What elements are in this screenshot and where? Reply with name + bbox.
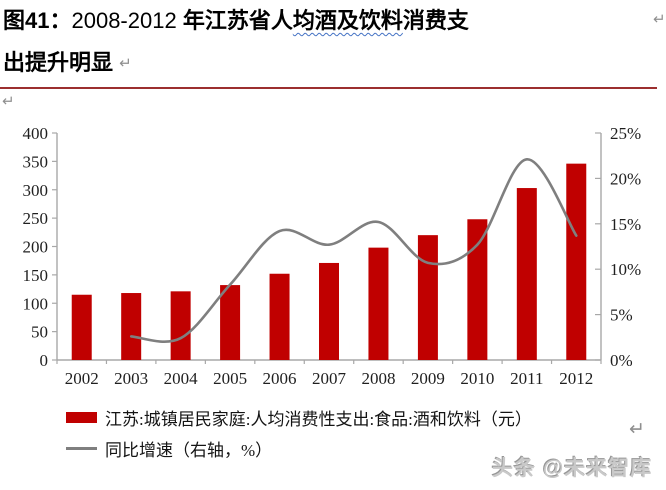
figure-number: 图41：	[3, 8, 72, 33]
title-text-tail: 消费支	[402, 8, 469, 33]
bar-2011	[516, 188, 537, 360]
legend-item-bar-series: 江苏:城镇居民家庭:人均消费性支出:食品:酒和饮料（元）	[66, 405, 532, 430]
bar-2004	[170, 291, 191, 360]
legend-line-swatch	[66, 447, 97, 450]
bar-2010	[467, 219, 488, 360]
return-arrow-icon: ↵	[629, 419, 645, 440]
title-text-line2: 出提升明显	[3, 50, 114, 75]
left-axis-label-250: 250	[23, 209, 49, 228]
figure-title-line1: 图41：2008-2012 年江苏省人均酒及饮料消费支	[3, 0, 666, 42]
right-axis-label-0%: 0%	[610, 351, 633, 370]
x-axis-label-2006: 2006	[263, 369, 297, 388]
growth-line	[129, 158, 578, 343]
title-rule	[0, 87, 657, 89]
return-arrow-icon: ↵	[119, 55, 132, 72]
left-axis-label-0: 0	[40, 351, 49, 370]
x-axis-label-2005: 2005	[213, 369, 247, 388]
title-year-range: 2008-2012	[71, 8, 177, 33]
return-arrow-icon: ↵	[2, 93, 15, 110]
x-axis-label-2010: 2010	[460, 369, 494, 388]
left-axis-label-100: 100	[23, 294, 49, 313]
combo-chart: 0 50 100 150 200 250 300 350 400 0% 5% 10% 15% 20% 25%…	[23, 124, 642, 388]
x-axis-label-2004: 2004	[164, 369, 199, 388]
left-axis-label-400: 400	[23, 124, 49, 143]
title-text: 年江苏省人	[176, 8, 293, 33]
legend-bar-swatch	[66, 412, 97, 423]
x-axis-label-2011: 2011	[510, 369, 543, 388]
legend-bar-label: 江苏:城镇居民家庭:人均消费性支出:食品:酒和饮料（元）	[105, 410, 532, 429]
bar-2008	[368, 247, 389, 360]
legend-item-line-series: 同比增速（右轴，%）	[66, 436, 532, 461]
x-axis-label-2009: 2009	[411, 369, 445, 388]
left-axis-label-50: 50	[31, 323, 48, 342]
bar-2012	[566, 163, 587, 360]
right-axis-label-10%: 10%	[610, 260, 641, 279]
x-axis-label-2002: 2002	[65, 369, 99, 388]
left-axis-label-300: 300	[23, 181, 49, 200]
figure-title-line2: 出提升明显 ↵	[3, 42, 666, 85]
title-text-spellcheck-underline: 均酒及饮料	[292, 8, 403, 33]
wrap-arrow-icon: ↵	[653, 11, 666, 28]
right-axis-label-25%: 25%	[610, 124, 641, 143]
bar-2006	[269, 273, 290, 360]
right-axis-label-15%: 15%	[610, 215, 641, 234]
x-axis-label-2008: 2008	[361, 369, 395, 388]
chart-legend: 江苏:城镇居民家庭:人均消费性支出:食品:酒和饮料（元） 同比增速（右轴，%）	[66, 405, 532, 461]
bar-2007	[319, 262, 339, 360]
right-axis-label-20%: 20%	[610, 169, 641, 188]
watermark: 头条 @未来智库	[492, 457, 653, 480]
right-axis-label-5%: 5%	[610, 306, 633, 325]
left-axis-label-150: 150	[23, 266, 49, 285]
bar-2003	[121, 293, 142, 360]
legend-line-label: 同比增速（右轴，%）	[105, 441, 273, 460]
x-axis-label-2003: 2003	[114, 369, 148, 388]
x-axis-label-2012: 2012	[559, 369, 593, 388]
left-axis-label-200: 200	[23, 238, 49, 257]
left-axis-label-350: 350	[23, 152, 49, 171]
x-axis-label-2007: 2007	[312, 369, 347, 388]
bar-2005	[220, 285, 241, 360]
bar-2002	[71, 294, 92, 360]
bar-2009	[417, 235, 438, 360]
figure-title: 图41：2008-2012 年江苏省人均酒及饮料消费支 出提升明显 ↵	[3, 0, 666, 85]
